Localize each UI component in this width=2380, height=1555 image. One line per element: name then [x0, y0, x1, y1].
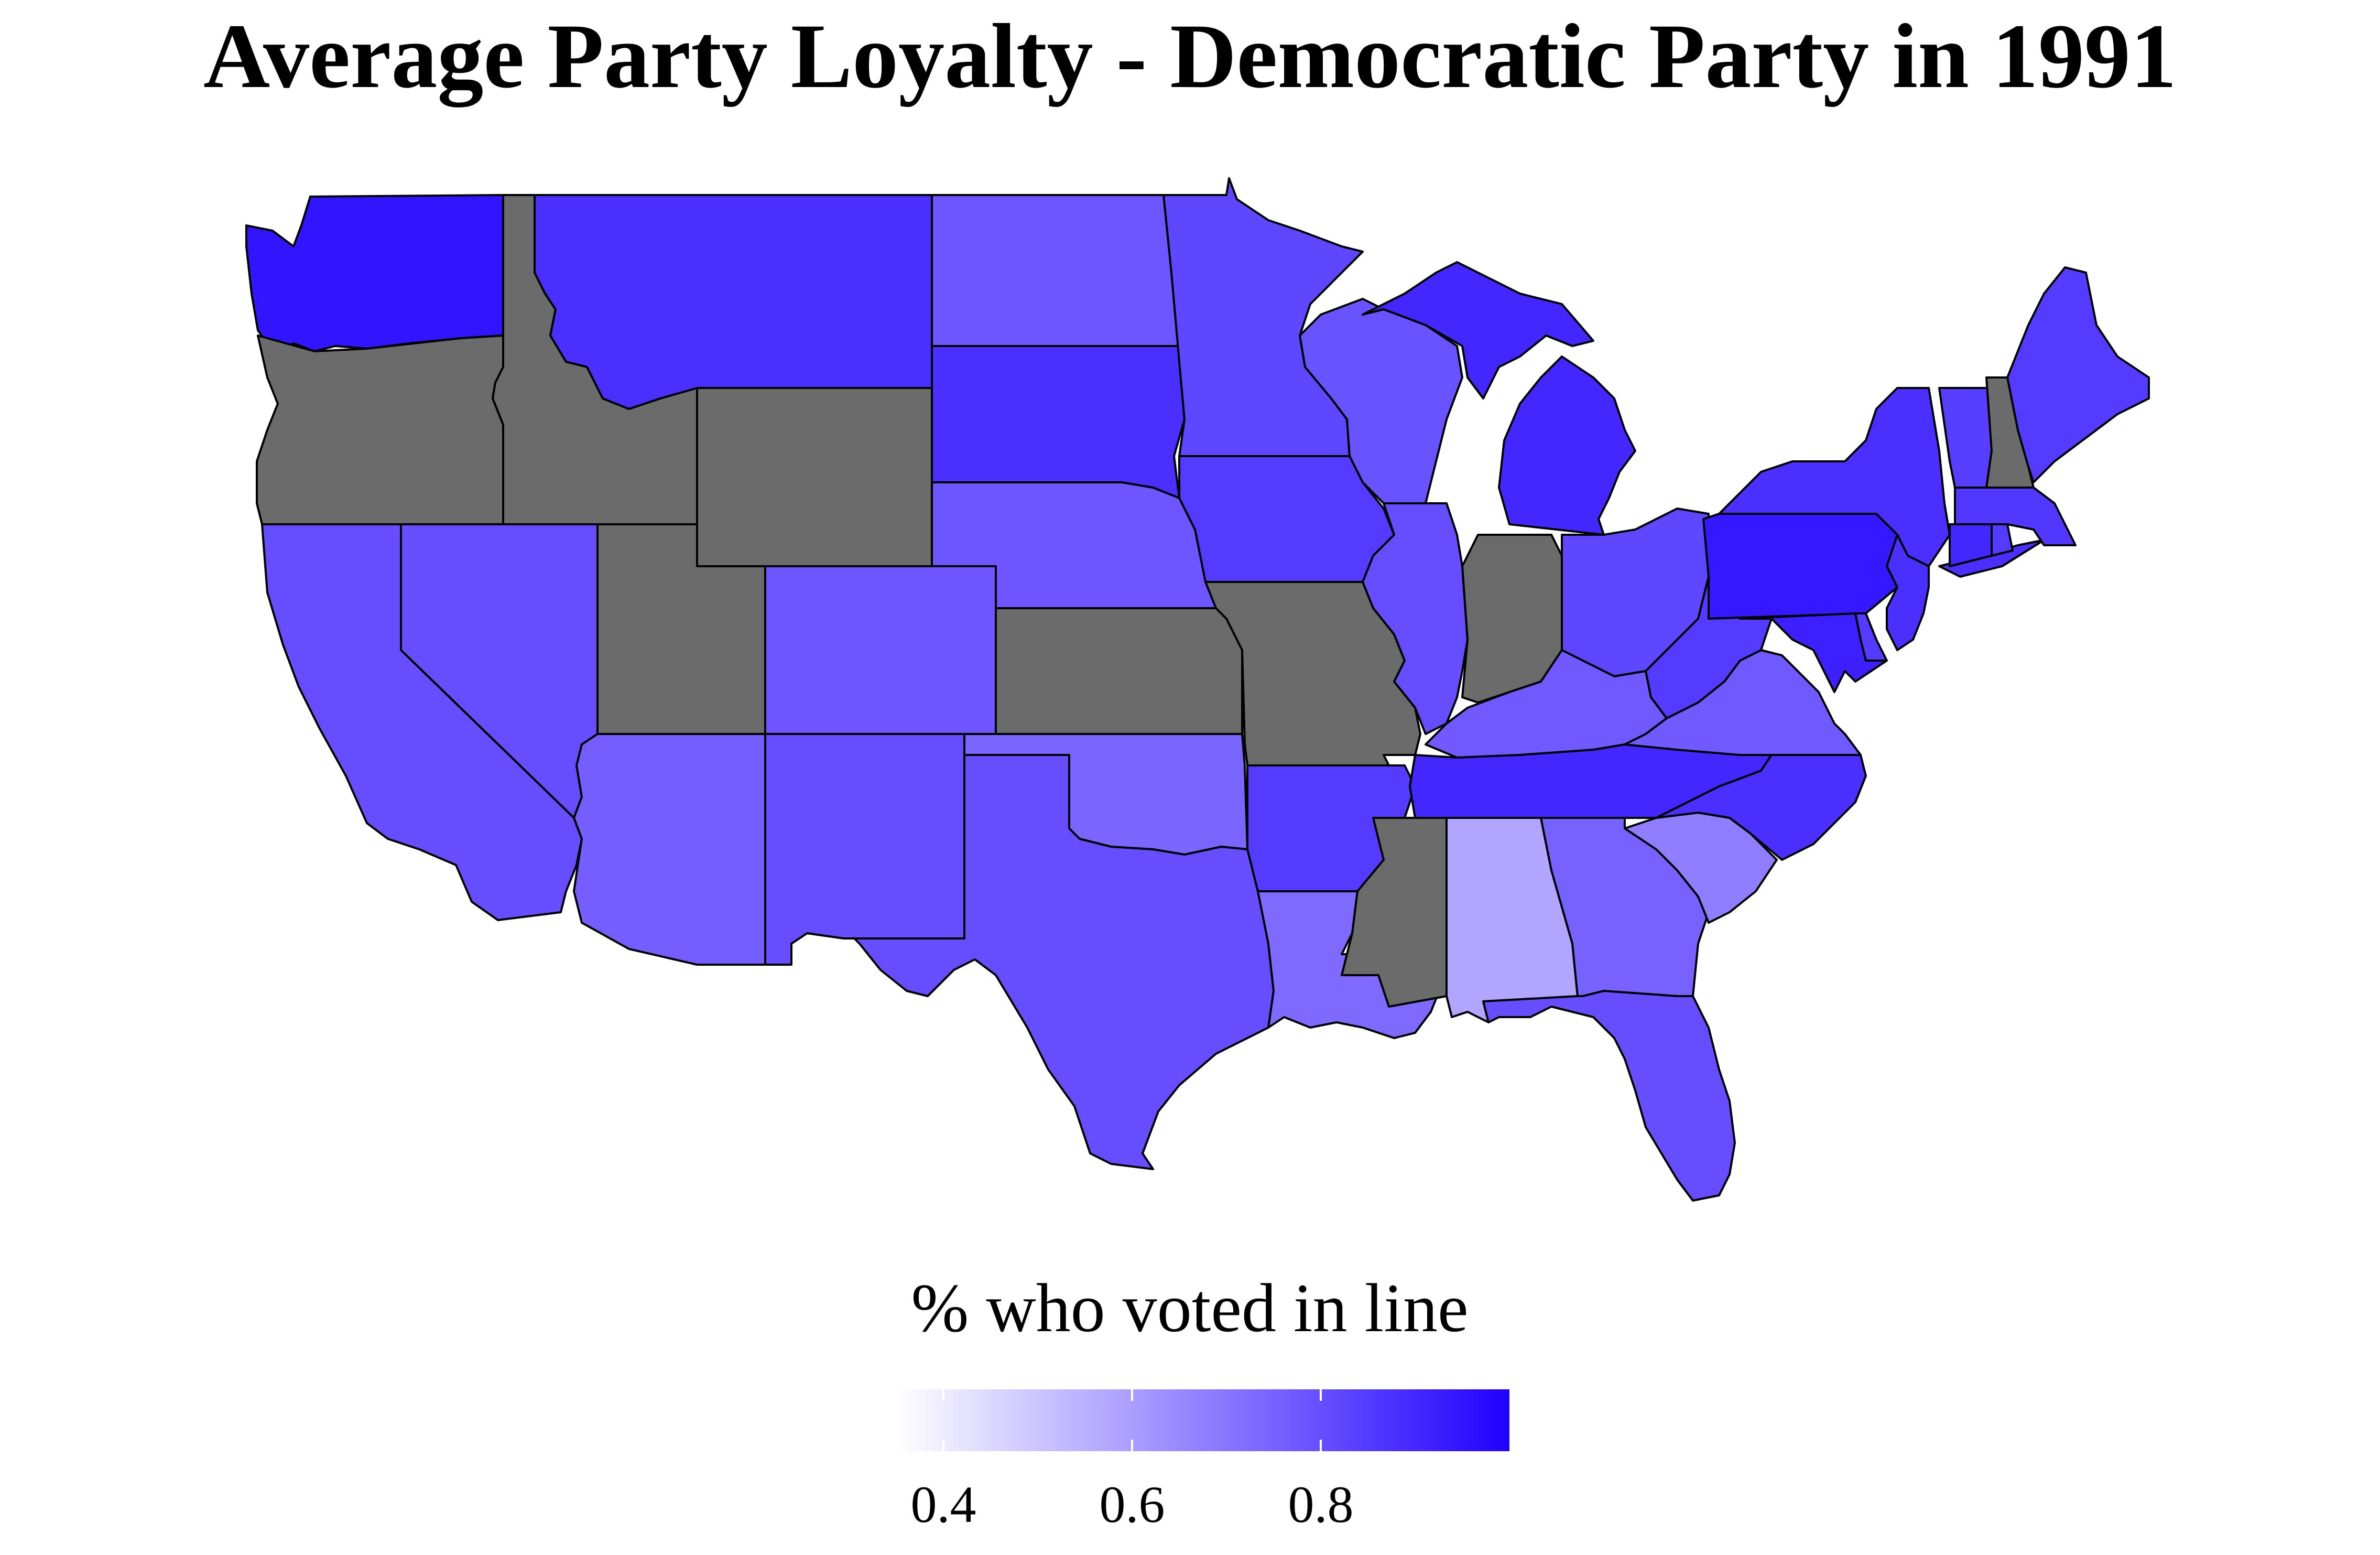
legend-tick-label: 0.6: [1099, 1475, 1165, 1534]
state-wi: [1299, 298, 1463, 504]
state-wy: [696, 387, 933, 567]
state-pa: [1702, 513, 1898, 620]
state-ct: [1949, 523, 1993, 567]
legend-tick-label: 0.8: [1288, 1475, 1354, 1534]
legend-title: % who voted in line: [911, 1269, 1469, 1346]
map-title: Average Party Loyalty - Democratic Party…: [203, 5, 2177, 107]
state-co: [764, 565, 997, 756]
state-nd: [931, 194, 1180, 347]
state-mn: [1162, 177, 1364, 457]
state-il: [1362, 502, 1469, 735]
state-sd: [931, 345, 1186, 499]
state-or: [256, 334, 504, 525]
state-ks: [995, 607, 1243, 735]
legend-tick-label: 0.4: [910, 1475, 976, 1534]
state-fl: [1482, 990, 1736, 1202]
state-md: [1739, 612, 1888, 693]
state-me: [2006, 266, 2150, 483]
state-nc: [1655, 754, 1867, 861]
us-choropleth-map: [245, 177, 2150, 1202]
state-vt: [1938, 387, 1993, 489]
state-mt: [534, 194, 933, 410]
state-mi: [1362, 261, 1636, 536]
state-wa: [245, 194, 504, 352]
state-nj: [1886, 534, 1930, 651]
legend-colorbar: [896, 1389, 1509, 1451]
state-nm: [764, 733, 965, 966]
state-az: [573, 733, 766, 966]
state-ri: [1991, 523, 2014, 557]
